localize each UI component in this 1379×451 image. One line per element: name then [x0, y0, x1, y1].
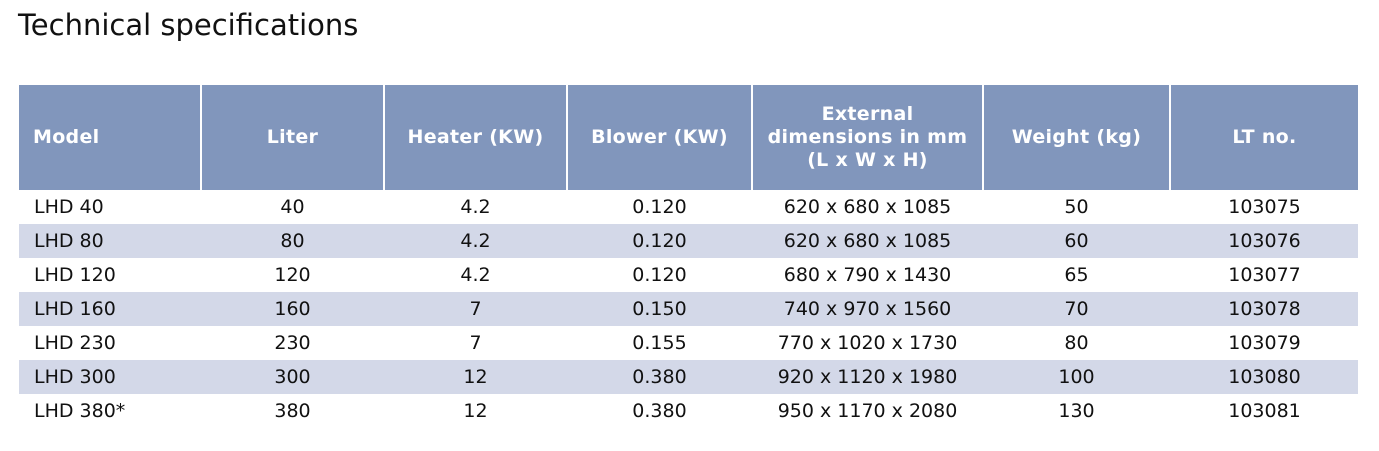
- column-header: External dimensions in mm (L x W x H): [751, 85, 983, 190]
- table-cell: 80: [201, 224, 384, 258]
- table-cell: 12: [463, 400, 488, 422]
- table-row: LHD 380* 380 12 0.380 950 x 1170 x 2080 130 10…: [19, 394, 1358, 428]
- table-cell: 770 x 1020 x 1730: [777, 332, 958, 354]
- table-cell: 70: [983, 292, 1170, 326]
- table-cell: 620 x 680 x 1085: [783, 196, 952, 218]
- table-cell: 920 x 1120 x 1980: [752, 360, 983, 394]
- table-cell: 120: [274, 264, 311, 286]
- table-cell: 0.120: [632, 196, 687, 218]
- table-row: LHD 230 230 7 0.155 770 x 1020 x 1730 80 10307…: [19, 326, 1358, 360]
- table-cell: 0.150: [567, 292, 752, 326]
- table-cell: 4.2: [384, 224, 567, 258]
- table-cell: 0.380: [567, 360, 752, 394]
- table-cell: 4.2: [460, 196, 491, 218]
- table-cell: LHD 380*: [34, 400, 126, 422]
- table-cell: 103075: [1228, 196, 1301, 218]
- spec-table: Model Liter Heater (KW) Blower (KW) External…: [18, 85, 1358, 428]
- table-cell: 103076: [1170, 224, 1358, 258]
- table-cell: 300: [201, 360, 384, 394]
- table-cell: 50: [1064, 196, 1089, 218]
- table-row: LHD 300 300 12 0.380 920 x 1120 x 1980 100 103…: [19, 360, 1358, 394]
- table-cell: 7: [469, 332, 482, 354]
- table-cell: 950 x 1170 x 2080: [777, 400, 958, 422]
- table-cell: LHD 230: [34, 332, 116, 354]
- table-cell: LHD 40: [34, 196, 104, 218]
- table-cell: 100: [983, 360, 1170, 394]
- table-cell: 130: [1058, 400, 1095, 422]
- table-cell: 103078: [1170, 292, 1358, 326]
- column-header: Model: [19, 85, 201, 190]
- column-header: LT no.: [1169, 85, 1358, 190]
- table-cell: 0.120: [567, 224, 752, 258]
- table-cell: LHD 80: [19, 224, 201, 258]
- table-cell: 103081: [1228, 400, 1301, 422]
- table-row: LHD 160 160 7 0.150 740 x 970 x 1560 70 103078: [19, 292, 1358, 326]
- table-cell: 103077: [1228, 264, 1301, 286]
- table-cell: 680 x 790 x 1430: [783, 264, 952, 286]
- table-cell: 60: [983, 224, 1170, 258]
- table-cell: 0.380: [632, 400, 687, 422]
- table-cell: 40: [280, 196, 305, 218]
- column-header: Liter: [200, 85, 384, 190]
- table-cell: 160: [201, 292, 384, 326]
- table-row: LHD 80 80 4.2 0.120 620 x 680 x 1085 60 103076: [19, 224, 1358, 258]
- table-cell: 7: [384, 292, 567, 326]
- column-header: Blower (KW): [566, 85, 752, 190]
- column-header: Weight (kg): [982, 85, 1170, 190]
- table-cell: 4.2: [460, 264, 491, 286]
- header-row: Model Liter Heater (KW) Blower (KW) External…: [19, 85, 1358, 190]
- page-title: Technical specifications: [18, 8, 359, 42]
- table-row: LHD 40 40 4.2 0.120 620 x 680 x 1085 50 103075: [19, 190, 1358, 224]
- table-cell: LHD 160: [19, 292, 201, 326]
- table-row: LHD 120 120 4.2 0.120 680 x 790 x 1430 65 1030…: [19, 258, 1358, 292]
- table-cell: 0.120: [632, 264, 687, 286]
- table-cell: 80: [1064, 332, 1089, 354]
- table-cell: LHD 300: [19, 360, 201, 394]
- table-cell: 65: [1064, 264, 1089, 286]
- table-cell: 230: [274, 332, 311, 354]
- table-cell: 103080: [1170, 360, 1358, 394]
- table-cell: 620 x 680 x 1085: [752, 224, 983, 258]
- table-cell: 12: [384, 360, 567, 394]
- table-body: LHD 40 40 4.2 0.120 620 x 680 x 1085 50 103075…: [19, 190, 1358, 428]
- table-cell: LHD 120: [34, 264, 116, 286]
- table-cell: 103079: [1228, 332, 1301, 354]
- table-cell: 740 x 970 x 1560: [752, 292, 983, 326]
- table-cell: 0.155: [632, 332, 687, 354]
- table-cell: 380: [274, 400, 311, 422]
- column-header: Heater (KW): [383, 85, 567, 190]
